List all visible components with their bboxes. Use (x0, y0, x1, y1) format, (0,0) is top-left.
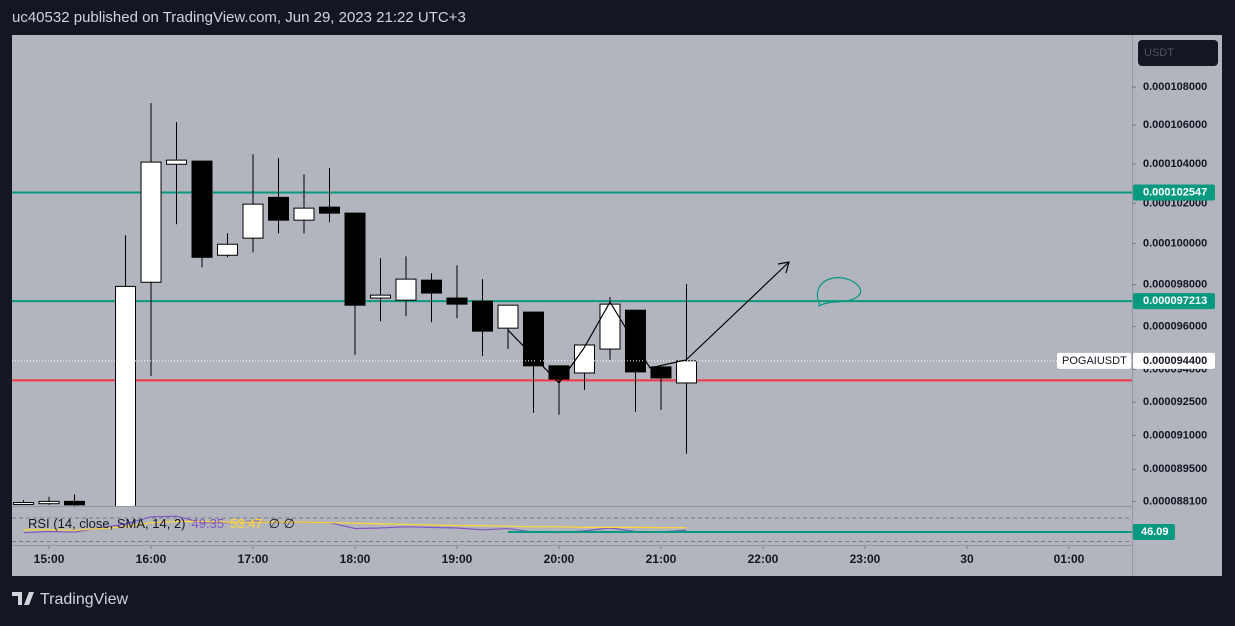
candle-up (13, 502, 35, 506)
candle-up (242, 203, 264, 239)
symbol-badge (1057, 352, 1131, 369)
drawings (507, 261, 862, 384)
y-tick-label: 0.000106000 (1143, 119, 1207, 131)
candle-up (217, 243, 239, 256)
x-tick-label: 01:00 (1054, 552, 1085, 566)
y-tick-label: 0.000104000 (1143, 158, 1207, 170)
y-tick-label: 0.000096000 (1143, 321, 1207, 333)
logo-mark (12, 592, 34, 605)
axes: 0.000108000 0.000106000 0.000104000 0.00010… (28, 81, 1215, 566)
header: uc40532 published on TradingView.com, Ju… (12, 9, 466, 26)
rsi-legend-item: 49.35 (192, 516, 225, 531)
rsi-badge-label: 46.09 (1141, 526, 1169, 538)
x-tick-label: 30 (960, 552, 974, 566)
rsi-legend-item: RSI (14, close, SMA, 14, 2) (28, 516, 186, 531)
rsi-legend-item: 53.47 (230, 516, 263, 531)
x-tick-label: 20:00 (544, 552, 575, 566)
y-tick-label: 0.000092500 (1143, 396, 1207, 408)
candle-up (38, 500, 60, 505)
candle-down (624, 309, 646, 373)
rsi-badge (1133, 524, 1175, 541)
candle-up (497, 304, 519, 329)
plot (12, 103, 1132, 506)
footer: TradingView (40, 591, 128, 608)
candle-up (140, 161, 162, 283)
currency-box[interactable] (1138, 40, 1218, 66)
candle-up (573, 344, 595, 374)
y-tick-label: 0.000088100 (1143, 495, 1207, 507)
candle-down (64, 500, 86, 506)
arrow-head (777, 261, 790, 274)
y-tick-label: 0.000100000 (1143, 238, 1207, 250)
candle-up (395, 278, 417, 301)
x-tick-label: 15:00 (34, 552, 65, 566)
candle-up (115, 285, 137, 506)
candle-down (344, 212, 366, 306)
drawing-arrow (609, 262, 789, 369)
price-badge (1133, 352, 1215, 369)
rsi-legend: RSI (14, close, SMA, 14, 2) 49.35 53.47 ∅ ∅ (28, 516, 295, 531)
x-tick-label: 22:00 (748, 552, 779, 566)
candle-down (268, 196, 290, 221)
x-tick-label: 16:00 (136, 552, 167, 566)
level-badge (1133, 184, 1215, 201)
rsi-legend-item: ∅ ∅ (269, 516, 295, 531)
candle-down (446, 297, 468, 305)
logo: TradingView (12, 591, 128, 608)
candle-down (650, 366, 672, 379)
level-label: 0.000097213 (1143, 295, 1207, 307)
drawing-line (507, 329, 585, 384)
currency: USDT (1144, 47, 1174, 59)
rsi-pane (12, 515, 1132, 542)
candle-down (522, 311, 544, 367)
candle-up (599, 303, 621, 350)
y-tick-label: 0.000089500 (1143, 463, 1207, 475)
y-tick-label: 0.000108000 (1143, 81, 1207, 93)
candle-up (675, 360, 697, 384)
symbol-label: POGAIUSDT (1062, 355, 1127, 367)
drawing-line (583, 301, 611, 349)
candle-up (370, 294, 392, 299)
candle-down (471, 300, 493, 332)
x-tick-label: 18:00 (340, 552, 371, 566)
y-tick-label: 0.000091000 (1143, 429, 1207, 441)
candle-up (293, 207, 315, 221)
y-tick-label: 0.000098000 (1143, 279, 1207, 291)
candle-down (421, 279, 443, 294)
x-tick-label: 21:00 (646, 552, 677, 566)
level-label: 0.000102547 (1143, 186, 1207, 198)
price-label: 0.000094400 (1143, 355, 1207, 367)
level-badge (1133, 293, 1215, 310)
rsi-line (23, 520, 687, 531)
x-tick-label: 19:00 (442, 552, 473, 566)
candle-up (166, 159, 188, 165)
scribble (816, 277, 862, 307)
candle-down (319, 206, 341, 214)
x-tick-label: 23:00 (850, 552, 881, 566)
x-tick-label: 17:00 (238, 552, 269, 566)
candle-down (191, 160, 213, 258)
